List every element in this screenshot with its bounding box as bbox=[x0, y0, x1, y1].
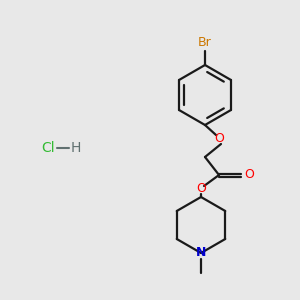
Text: Br: Br bbox=[198, 36, 212, 49]
Text: H: H bbox=[71, 141, 81, 155]
Text: O: O bbox=[244, 169, 254, 182]
Text: N: N bbox=[196, 247, 206, 260]
Text: O: O bbox=[214, 133, 224, 146]
Text: O: O bbox=[196, 182, 206, 196]
Text: Cl: Cl bbox=[41, 141, 55, 155]
